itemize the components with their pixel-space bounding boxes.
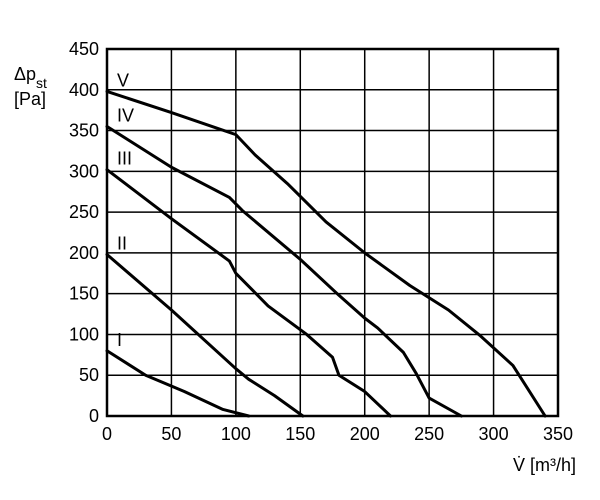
x-tick-label: 200 <box>350 424 380 444</box>
x-tick-label: 0 <box>102 424 112 444</box>
tick-layer: 0 50 100 150 200 250 300 350 0 50 100 150 200 250 300 3… <box>69 39 573 444</box>
curve-iv <box>105 124 463 418</box>
y-tick-label: 300 <box>69 161 99 181</box>
curve-label-iii: III <box>117 149 132 169</box>
curve-i <box>105 349 251 418</box>
x-tick-label: 250 <box>414 424 444 444</box>
y-axis-label-symbol: Δp <box>14 64 36 84</box>
plot-frame <box>105 47 560 418</box>
curve-label-ii: II <box>117 234 127 254</box>
y-tick-label: 100 <box>69 324 99 344</box>
y-tick-label: 50 <box>79 365 99 385</box>
y-tick-label: 250 <box>69 202 99 222</box>
y-axis-label-unit: [Pa] <box>14 89 46 109</box>
x-tick-label: 300 <box>479 424 509 444</box>
x-tick-label: 150 <box>285 424 315 444</box>
y-tick-label: 400 <box>69 80 99 100</box>
x-tick-label: 350 <box>543 424 573 444</box>
x-axis-label: V̇ [m³/h] <box>513 455 576 475</box>
x-tick-label: 100 <box>221 424 251 444</box>
y-tick-label: 0 <box>89 406 99 426</box>
curve-ii <box>105 253 305 418</box>
y-tick-label: 450 <box>69 39 99 59</box>
curve-layer <box>105 89 547 418</box>
curve-label-i: I <box>117 330 122 350</box>
curve-iii <box>105 168 392 418</box>
curve-label-iv: IV <box>117 105 134 125</box>
y-axis-label-subscript: st <box>36 75 47 91</box>
y-tick-label: 150 <box>69 284 99 304</box>
curve-label-v: V <box>117 70 129 90</box>
x-tick-label: 50 <box>161 424 181 444</box>
y-tick-label: 200 <box>69 243 99 263</box>
y-tick-label: 350 <box>69 121 99 141</box>
curve-v <box>105 89 547 418</box>
y-axis-label-main: Δpst <box>14 64 47 91</box>
